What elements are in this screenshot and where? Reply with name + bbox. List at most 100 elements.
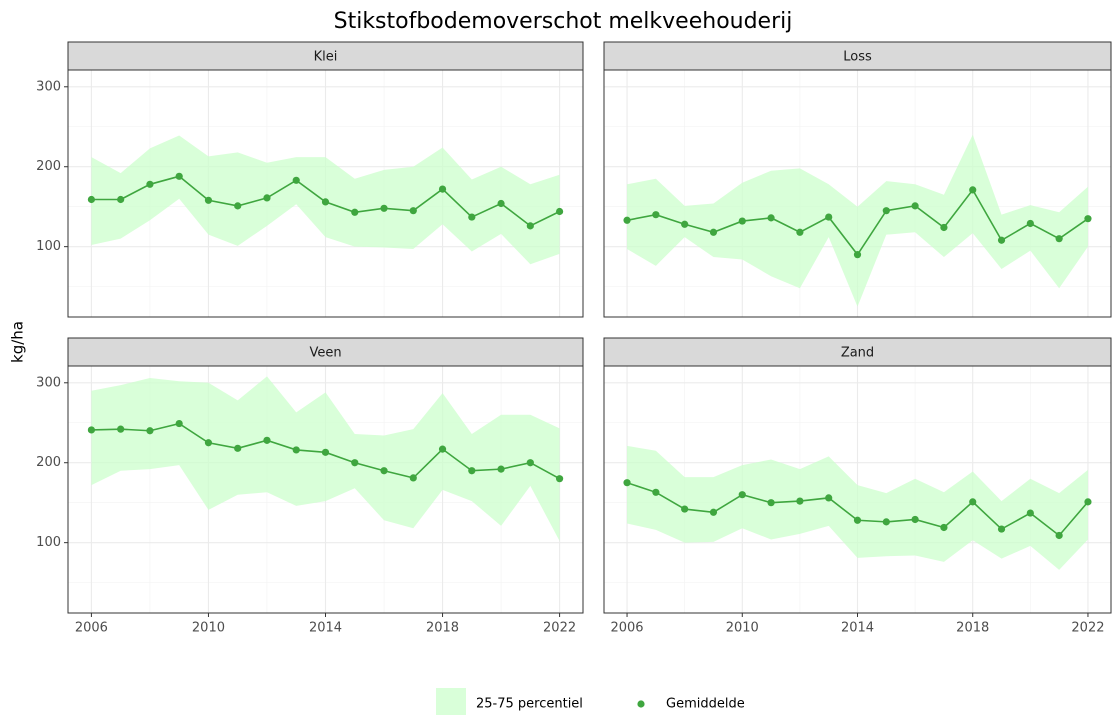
mean-point (681, 505, 689, 513)
mean-point (969, 498, 977, 506)
mean-point (652, 211, 660, 219)
mean-point (380, 204, 388, 212)
y-tick-label: 200 (36, 455, 61, 470)
panel-border (67, 365, 584, 614)
mean-point (175, 419, 183, 428)
mean-point (882, 207, 890, 215)
x-tick-label: 2018 (426, 621, 459, 636)
mean-point (1026, 509, 1034, 517)
mean-point (117, 195, 125, 204)
mean-point (796, 497, 804, 505)
legend-mean-key (637, 700, 645, 708)
x-tick-label: 2022 (543, 621, 576, 636)
mean-point (681, 220, 689, 228)
strip (67, 337, 584, 367)
y-tick-label: 100 (36, 239, 61, 254)
y-tick-label: 300 (36, 79, 61, 94)
mean-point (853, 516, 862, 524)
panel-border (603, 69, 1112, 318)
mean-point (468, 213, 476, 221)
mean-point (738, 491, 746, 499)
mean-point (87, 195, 96, 204)
percentile-band (627, 134, 1088, 307)
mean-point (738, 217, 746, 225)
y-tick-label: 100 (36, 535, 61, 550)
mean-point (969, 186, 977, 194)
facet-title: Klei (314, 50, 338, 65)
y-tick-label: 300 (36, 375, 61, 390)
mean-point (1084, 498, 1092, 506)
mean-point (940, 223, 948, 232)
mean-point (497, 199, 505, 208)
mean-point (263, 436, 271, 444)
mean-point (321, 448, 330, 456)
mean-point (767, 214, 775, 222)
mean-point (940, 523, 948, 532)
mean-point (263, 194, 271, 202)
facet-title: Zand (841, 346, 874, 361)
mean-point (623, 216, 631, 224)
x-tick-label: 2014 (309, 621, 342, 636)
mean-point (882, 518, 890, 526)
mean-point (1055, 235, 1063, 243)
mean-point (555, 475, 564, 483)
mean-point (709, 508, 718, 516)
mean-point (1026, 219, 1034, 228)
mean-point (997, 236, 1006, 244)
panel-border (603, 365, 1112, 614)
mean-point (555, 207, 564, 216)
mean-point (438, 445, 447, 453)
mean-point (117, 425, 125, 433)
mean-point (351, 459, 359, 467)
mean-point (409, 474, 417, 482)
mean-point (652, 488, 660, 496)
x-tick-label: 2014 (841, 621, 874, 636)
x-tick-label: 2006 (610, 621, 643, 636)
mean-point (234, 444, 242, 452)
mean-point (825, 494, 833, 502)
legend-label: Gemiddelde (666, 697, 745, 712)
mean-point (146, 427, 154, 435)
mean-point (767, 499, 775, 507)
x-tick-label: 2006 (75, 621, 108, 636)
mean-point (911, 202, 919, 210)
mean-point (292, 176, 300, 184)
strip (67, 41, 584, 71)
mean-point (623, 479, 631, 487)
mean-point (796, 228, 804, 236)
mean-point (1084, 215, 1092, 223)
mean-point (997, 525, 1006, 533)
legend-band-key (436, 688, 466, 715)
y-axis-label: kg/ha (9, 321, 27, 363)
facet-title: Loss (843, 50, 872, 65)
x-tick-label: 2010 (726, 621, 759, 636)
mean-point (321, 198, 330, 206)
mean-point (146, 180, 154, 188)
mean-point (292, 446, 300, 454)
mean-point (853, 251, 862, 259)
mean-point (234, 202, 242, 210)
mean-point (204, 196, 213, 204)
x-tick-label: 2018 (956, 621, 989, 636)
legend-label: 25-75 percentiel (476, 697, 583, 712)
x-tick-label: 2022 (1071, 621, 1104, 636)
mean-point (911, 515, 919, 524)
panel-border (67, 69, 584, 318)
percentile-band (627, 445, 1088, 570)
mean-point (709, 228, 718, 236)
mean-point (497, 465, 505, 473)
mean-point (468, 467, 476, 475)
mean-point (438, 185, 447, 193)
mean-point (825, 213, 833, 221)
x-tick-label: 2010 (192, 621, 225, 636)
percentile-band (91, 376, 560, 542)
mean-point (526, 222, 534, 230)
mean-point (87, 426, 96, 434)
facet-title: Veen (309, 346, 341, 361)
mean-point (204, 439, 213, 447)
mean-point (380, 467, 388, 475)
chart-title: Stikstofbodemoverschot melkveehouderij (334, 9, 793, 34)
mean-point (526, 459, 534, 467)
